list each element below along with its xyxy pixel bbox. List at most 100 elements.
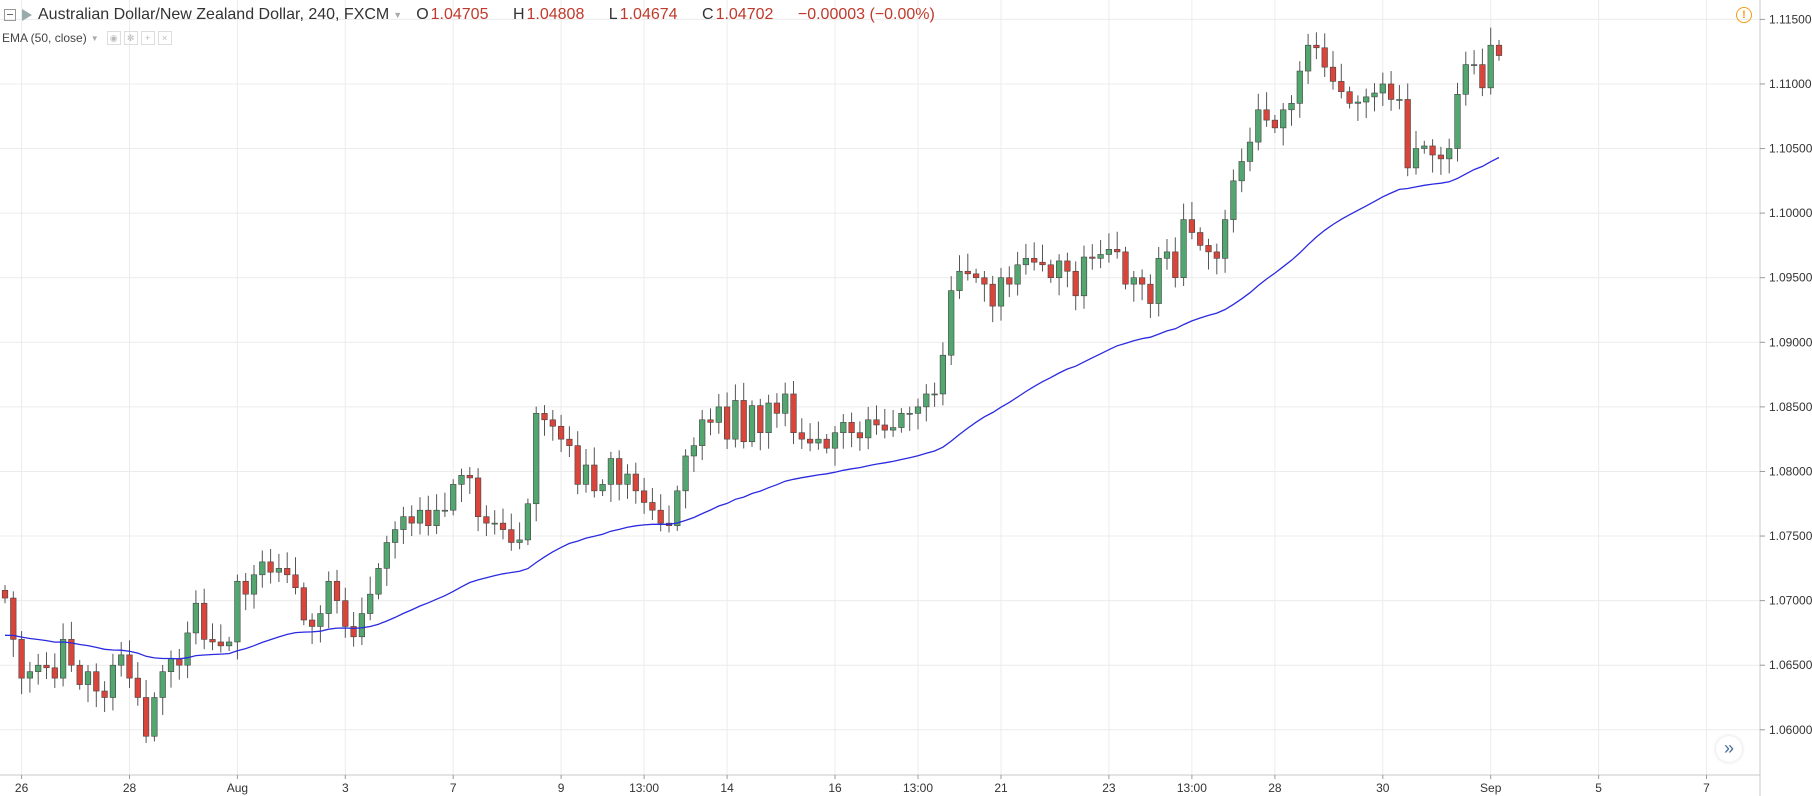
candle-up [765, 402, 772, 434]
candle-up [317, 613, 324, 627]
close-icon[interactable]: × [157, 31, 172, 45]
x-tick-label: 13:00 [1177, 781, 1207, 795]
candle-up [259, 561, 266, 576]
candle-down [632, 473, 639, 492]
candle-up [516, 539, 523, 543]
symbol-legend: Australian Dollar/New Zealand Dollar, 24… [4, 6, 955, 24]
candle-down [300, 587, 307, 621]
candle-up [682, 455, 689, 492]
candle-down [1429, 145, 1436, 156]
candle-down [856, 432, 863, 439]
candle-up [931, 393, 938, 396]
candle-down [93, 671, 100, 692]
candle-up [151, 697, 158, 737]
candle-up [1014, 264, 1021, 285]
low-label: L [608, 6, 618, 23]
candle-up [898, 413, 905, 428]
x-tick-label: 28 [123, 781, 137, 795]
candle-up [375, 568, 382, 595]
candle-down [51, 667, 58, 679]
ohlc-values: O 1.04705 H 1.04808 L 1.04674 C 1.04702 −0.0… [416, 6, 955, 24]
candle-up [699, 419, 706, 446]
candle-up [1305, 44, 1312, 72]
candle-up [416, 509, 424, 524]
candle-up [582, 464, 590, 485]
eye-icon[interactable]: ◉ [106, 31, 121, 45]
gear-icon[interactable]: ✻ [123, 31, 138, 45]
candle-up [1246, 141, 1254, 162]
candle-down [640, 490, 648, 503]
symbol-title[interactable]: Australian Dollar/New Zealand Dollar, 24… [38, 6, 390, 23]
candle-up [400, 516, 407, 530]
y-tick-label: 1.09000 [1769, 335, 1812, 349]
candle-down [143, 697, 150, 737]
chevron-down-icon[interactable]: ▼ [393, 10, 403, 20]
x-tick-label: 7 [450, 781, 457, 795]
y-tick-label: 1.07000 [1769, 594, 1812, 608]
candles [1, 27, 1503, 743]
x-tick-label: Sep [1480, 781, 1502, 795]
candle-up [1288, 103, 1295, 111]
indicator-label[interactable]: EMA (50, close) [2, 31, 87, 45]
candle-down [18, 639, 25, 679]
y-tick-label: 1.08000 [1769, 464, 1812, 478]
candle-down [1172, 251, 1179, 279]
candle-up [607, 458, 614, 485]
candle-up [524, 503, 531, 541]
candle-down [1064, 260, 1071, 272]
candle-down [557, 425, 565, 440]
y-tick-label: 1.06000 [1769, 723, 1812, 737]
candle-down [707, 419, 714, 423]
candle-up [1238, 161, 1245, 182]
add-icon[interactable]: + [140, 31, 155, 45]
candle-up [1454, 93, 1461, 149]
candle-down [981, 277, 988, 285]
x-tick-label: 3 [342, 781, 349, 795]
high-label: H [512, 6, 525, 23]
candle-down [342, 600, 349, 627]
candle-down [76, 664, 83, 685]
candle-down [466, 475, 473, 479]
y-tick-label: 1.10500 [1769, 142, 1812, 156]
candle-up [1471, 64, 1478, 66]
candle-down [1205, 245, 1212, 253]
x-tick-label: 16 [828, 781, 842, 795]
candle-down [101, 690, 108, 698]
candle-down [292, 574, 299, 589]
candle-down [1006, 277, 1013, 285]
candle-down [209, 639, 216, 643]
candle-up [167, 658, 175, 672]
collapse-icon[interactable] [4, 9, 16, 21]
candle-down [1, 589, 9, 599]
candle-up [782, 393, 789, 414]
x-tick-label: 7 [1703, 781, 1710, 795]
candle-up [1222, 219, 1229, 259]
candle-down [1263, 109, 1270, 121]
flag-icon[interactable] [22, 9, 32, 21]
y-tick-label: 1.07500 [1769, 529, 1812, 543]
x-tick-label: 5 [1595, 781, 1602, 795]
candle-down [723, 406, 731, 440]
candle-up [1354, 101, 1361, 104]
candle-up [1163, 251, 1171, 259]
candle-up [889, 427, 897, 431]
candle-down [823, 438, 830, 449]
open-value: 1.04705 [430, 6, 489, 23]
candle-up [1462, 64, 1469, 95]
candle-down [1147, 283, 1154, 304]
warning-icon[interactable]: ! [1736, 7, 1752, 23]
candle-down [284, 568, 291, 576]
candle-down [1197, 232, 1204, 246]
candle-up [325, 580, 332, 614]
candle-down [350, 626, 357, 638]
price-axis[interactable]: 1.11500 1.11000 1.10500 1.10000 1.09500 1.090… [1759, 0, 1812, 796]
candle-up [1379, 83, 1386, 94]
time-axis[interactable]: 26 28 Aug 3 7 9 13:00 14 16 13:00 21 23 13:00 28 30 Sep… [0, 774, 1760, 795]
candle-down [1213, 251, 1220, 259]
candle-down [541, 413, 548, 421]
candle-down [242, 580, 249, 595]
scroll-to-realtime-icon[interactable]: » [1716, 736, 1742, 762]
candle-up [1255, 109, 1262, 143]
chevron-down-icon[interactable]: ▼ [90, 33, 99, 43]
